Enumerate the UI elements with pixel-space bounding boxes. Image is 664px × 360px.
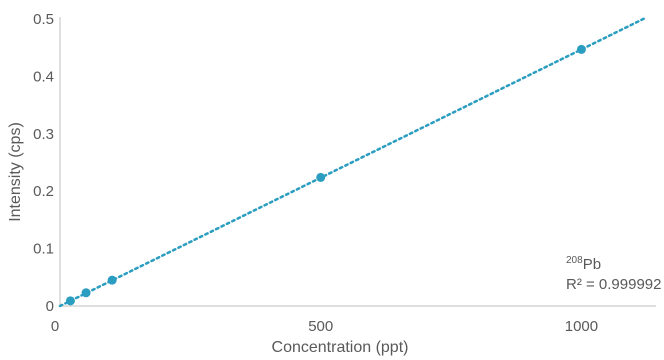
- data-point: [316, 172, 326, 182]
- isotope-symbol: Pb: [583, 256, 601, 273]
- x-axis: 0 500 1000: [51, 305, 656, 335]
- data-points: [65, 44, 586, 306]
- data-point: [107, 275, 117, 285]
- isotope-mass-number: 208: [566, 255, 583, 266]
- r-squared-label: R² = 0.999992: [566, 276, 662, 293]
- y-tick-label: 0.3: [33, 126, 54, 143]
- y-tick-label: 0.1: [33, 241, 54, 258]
- x-tick-label: 0: [51, 318, 59, 335]
- x-axis-label: Concentration (ppt): [272, 339, 409, 356]
- data-point: [576, 44, 586, 54]
- y-tick-labels: 0 0.1 0.2 0.3 0.4 0.5: [33, 11, 54, 315]
- x-tick-labels: 0 500 1000: [51, 318, 598, 335]
- y-tick-label: 0.2: [33, 183, 54, 200]
- y-axis-label: Intensity (cps): [7, 122, 24, 222]
- y-tick-label: 0: [46, 298, 54, 315]
- isotope-label: 208Pb: [566, 255, 601, 273]
- y-tick-label: 0.5: [33, 11, 54, 28]
- trendline: [58, 17, 646, 308]
- data-point: [81, 288, 91, 298]
- x-tick-label: 500: [308, 318, 333, 335]
- y-tick-label: 0.4: [33, 68, 54, 85]
- x-tick-label: 1000: [565, 318, 598, 335]
- data-point: [65, 296, 75, 306]
- y-axis: 0 0.1 0.2 0.3 0.4 0.5: [33, 11, 61, 315]
